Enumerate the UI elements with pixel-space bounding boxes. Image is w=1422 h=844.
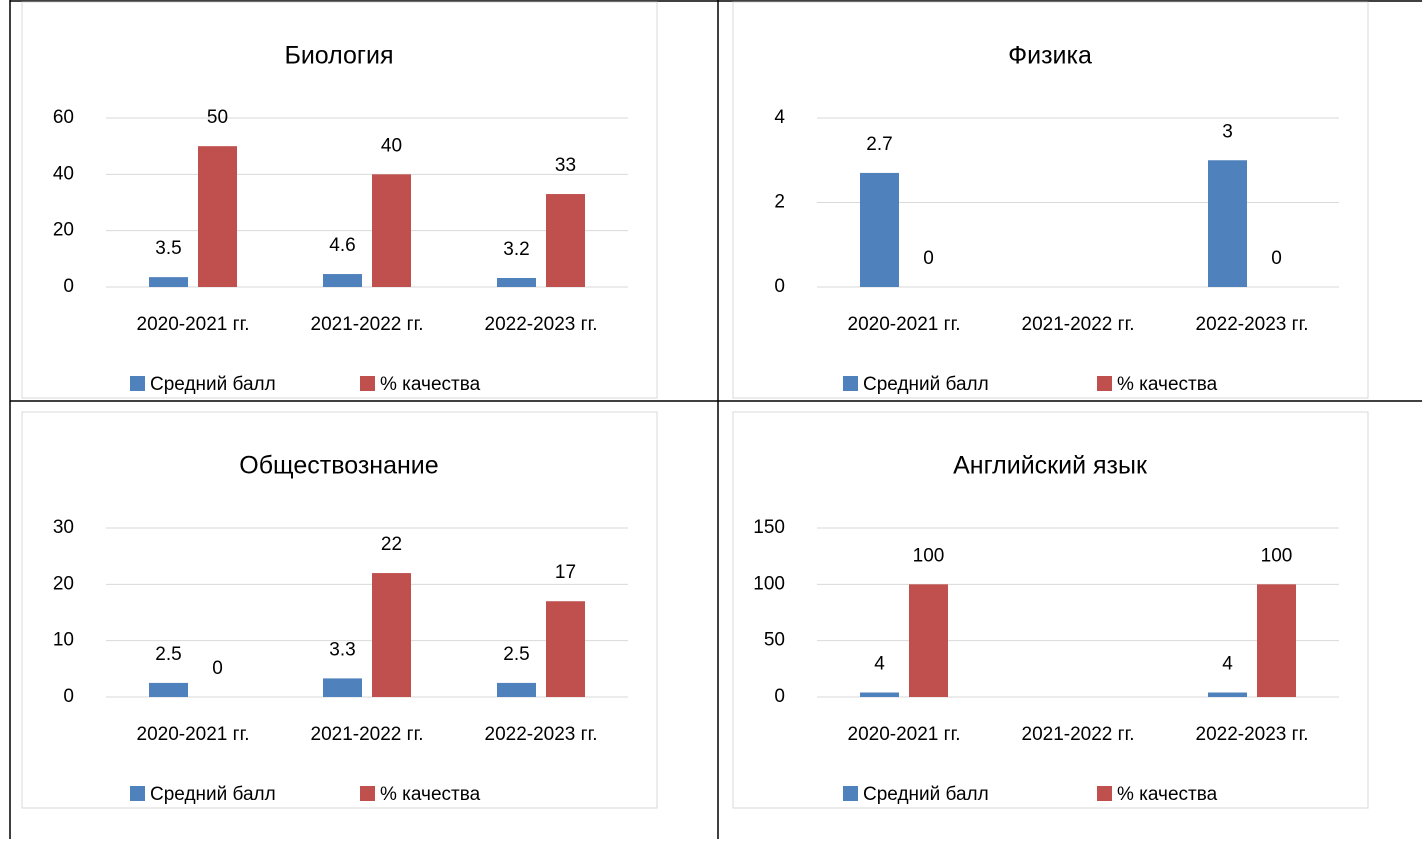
- x-tick-label: 2021-2022 гг.: [311, 724, 424, 745]
- chart-title: Английский язык: [953, 452, 1148, 480]
- x-tick-label: 2020-2021 гг.: [137, 724, 250, 745]
- bar: [1257, 584, 1296, 697]
- y-tick-label: 100: [753, 573, 785, 594]
- table-lines: [9, 0, 1422, 839]
- data-label: 50: [207, 107, 228, 128]
- legend-label: % качества: [1117, 784, 1218, 805]
- data-label: 0: [212, 658, 223, 679]
- bar: [860, 172, 899, 287]
- chart-frame: [732, 411, 1369, 809]
- legend-swatch: [1097, 376, 1112, 391]
- chart-title: Физика: [1008, 42, 1092, 70]
- bar: [909, 584, 948, 697]
- bar: [1208, 160, 1247, 287]
- chart-frame: [732, 1, 1369, 399]
- y-tick-label: 20: [53, 573, 74, 594]
- data-label: 100: [913, 545, 945, 566]
- legend-swatch: [1097, 786, 1112, 801]
- data-label: 2.7: [866, 134, 892, 155]
- chart-frame: [21, 1, 658, 399]
- y-tick-label: 0: [774, 276, 785, 297]
- bar: [198, 146, 237, 287]
- y-tick-label: 60: [53, 107, 74, 128]
- legend-swatch: [843, 786, 858, 801]
- y-tick-label: 20: [53, 220, 74, 241]
- x-tick-label: 2022-2023 гг.: [1196, 724, 1309, 745]
- bar: [546, 601, 585, 697]
- data-label: 0: [1271, 248, 1282, 269]
- bar: [372, 573, 411, 697]
- data-label: 4.6: [329, 235, 355, 256]
- bar: [149, 682, 188, 697]
- x-tick-label: 2020-2021 гг.: [137, 314, 250, 335]
- data-label: 2.5: [155, 644, 181, 665]
- x-tick-label: 2021-2022 гг.: [1022, 724, 1135, 745]
- legend-label: Средний балл: [863, 374, 989, 395]
- legend-label: % качества: [380, 374, 481, 395]
- bar: [372, 174, 411, 287]
- y-tick-label: 0: [63, 686, 74, 707]
- data-label: 3.2: [503, 239, 529, 260]
- bar: [323, 678, 362, 697]
- data-label: 0: [923, 248, 934, 269]
- bar: [860, 692, 899, 697]
- x-tick-label: 2022-2023 гг.: [485, 724, 598, 745]
- y-tick-label: 50: [764, 630, 785, 651]
- legend-swatch: [360, 376, 375, 391]
- legend-swatch: [843, 376, 858, 391]
- legend-label: % качества: [1117, 374, 1218, 395]
- bar: [323, 274, 362, 287]
- y-tick-label: 10: [53, 630, 74, 651]
- legend-swatch: [360, 786, 375, 801]
- bar: [546, 194, 585, 287]
- legend-label: Средний балл: [863, 784, 989, 805]
- x-tick-label: 2021-2022 гг.: [311, 314, 424, 335]
- x-tick-label: 2022-2023 гг.: [485, 314, 598, 335]
- data-label: 4: [874, 654, 885, 675]
- data-label: 17: [555, 562, 576, 583]
- bar: [149, 277, 188, 287]
- data-label: 4: [1222, 654, 1233, 675]
- x-tick-label: 2020-2021 гг.: [848, 724, 961, 745]
- legend-swatch: [130, 376, 145, 391]
- y-tick-label: 0: [774, 686, 785, 707]
- data-label: 33: [555, 155, 576, 176]
- data-label: 3.3: [329, 639, 355, 660]
- legend-label: Средний балл: [150, 784, 276, 805]
- y-tick-label: 150: [753, 517, 785, 538]
- y-tick-label: 40: [53, 163, 74, 184]
- bar: [1208, 692, 1247, 697]
- bar: [497, 277, 536, 287]
- x-tick-label: 2021-2022 гг.: [1022, 314, 1135, 335]
- bar: [497, 682, 536, 697]
- x-tick-label: 2022-2023 гг.: [1196, 314, 1309, 335]
- legend-label: % качества: [380, 784, 481, 805]
- data-label: 100: [1261, 545, 1293, 566]
- data-label: 40: [381, 135, 402, 156]
- y-tick-label: 0: [63, 276, 74, 297]
- y-tick-label: 30: [53, 517, 74, 538]
- data-label: 3.5: [155, 238, 181, 259]
- y-tick-label: 2: [774, 192, 785, 213]
- data-label: 3: [1222, 121, 1233, 142]
- chart-title: Биология: [284, 42, 393, 70]
- y-tick-label: 4: [774, 107, 785, 128]
- legend-label: Средний балл: [150, 374, 276, 395]
- chart-title: Обществознание: [239, 452, 438, 480]
- data-label: 2.5: [503, 644, 529, 665]
- legend-swatch: [130, 786, 145, 801]
- data-label: 22: [381, 534, 402, 555]
- x-tick-label: 2020-2021 гг.: [848, 314, 961, 335]
- chart-frame: [21, 411, 658, 809]
